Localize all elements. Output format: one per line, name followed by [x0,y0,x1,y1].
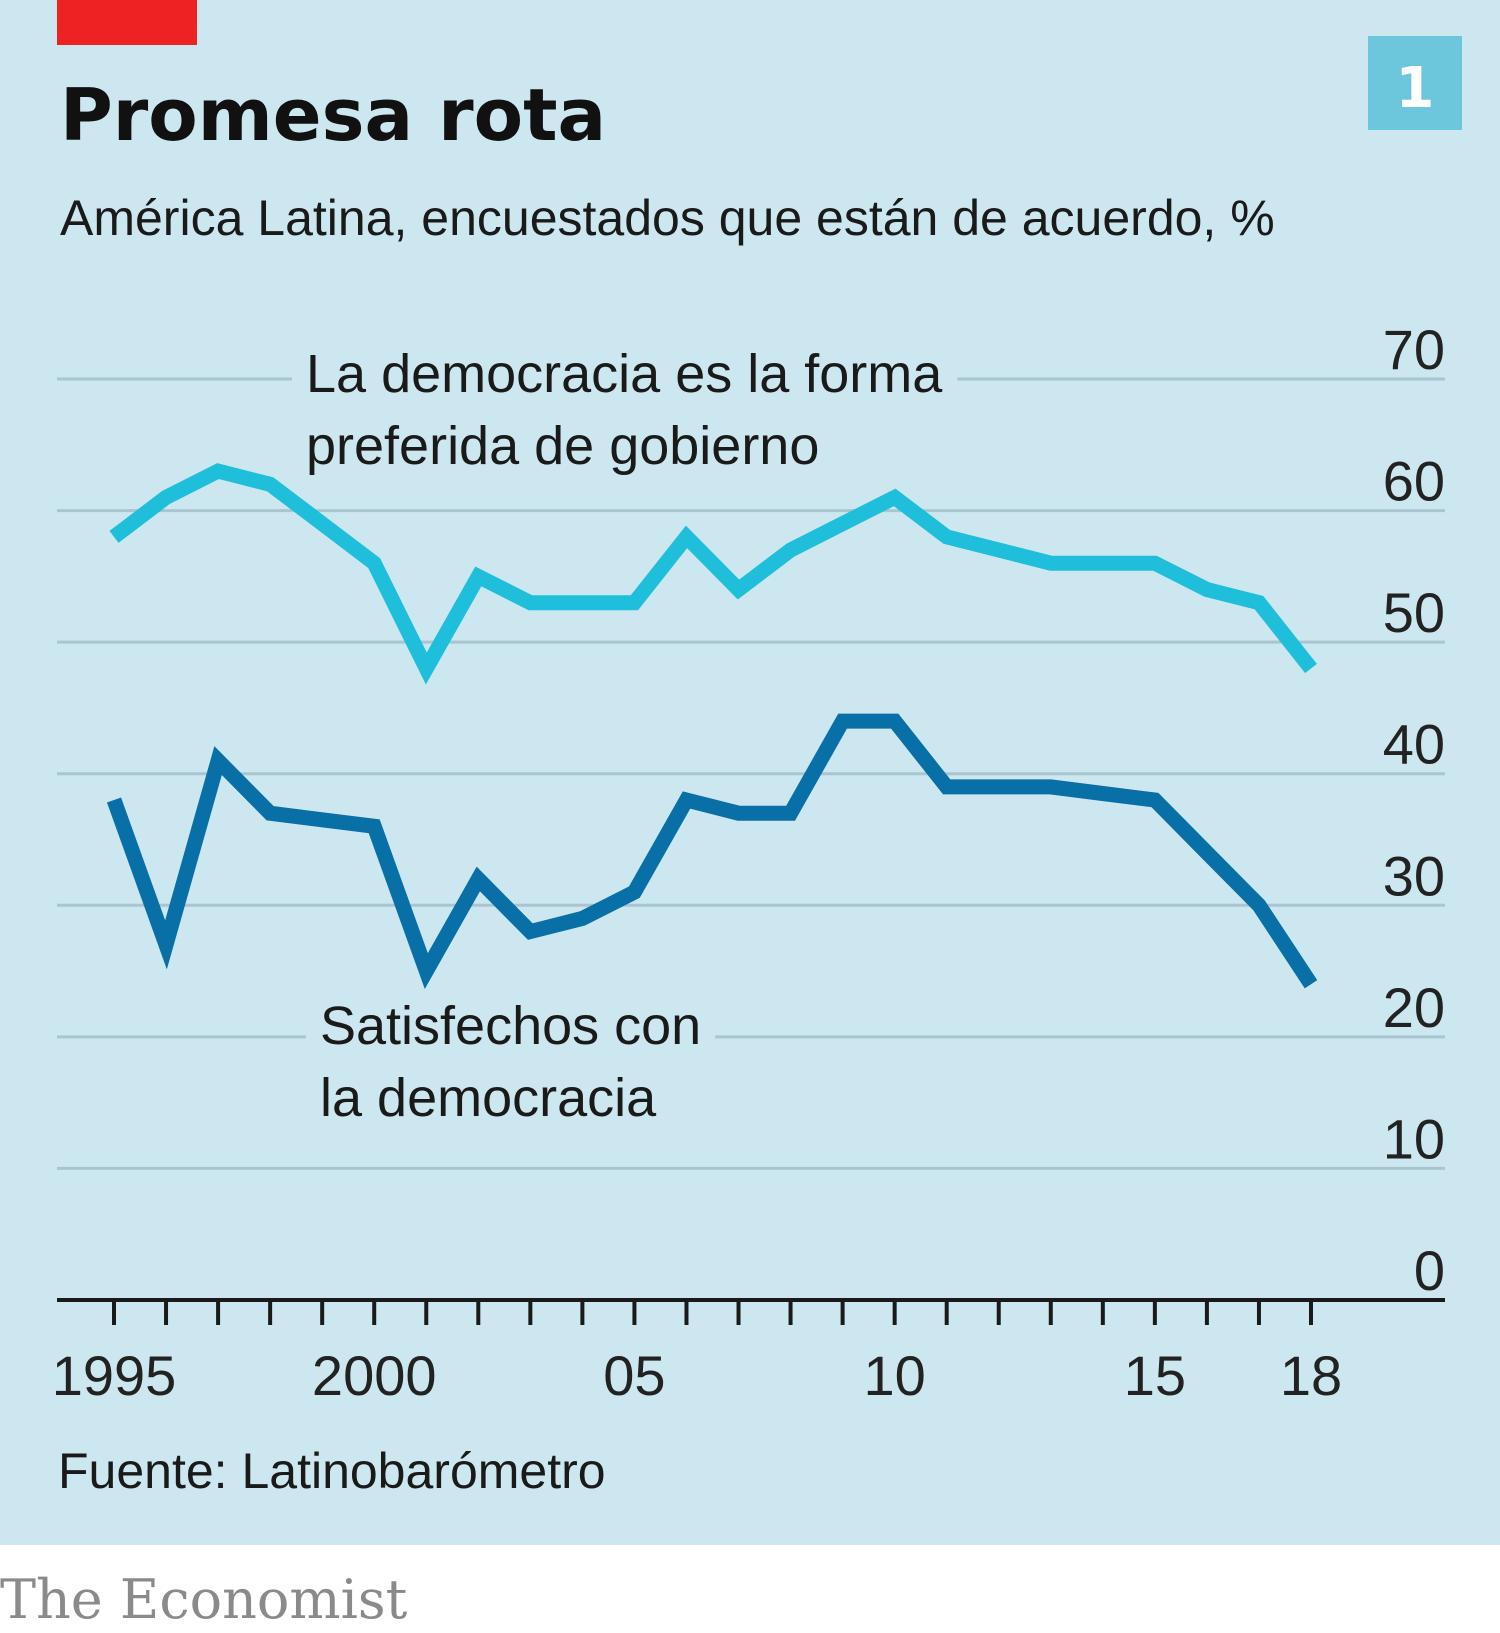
y-axis-labels: 0 10 20 30 40 50 60 70 [1383,318,1445,1302]
data-point-s1-2008 [790,549,792,551]
data-point-s2-1999 [321,819,323,821]
y-tick-label-10: 10 [1383,1107,1445,1170]
data-point-s2-2012 [998,786,1000,788]
data-point-s1-2001 [425,667,427,669]
data-point-s2-2002 [477,878,479,880]
data-point-s2-2003 [529,931,531,933]
data-point-s1-2010 [894,496,896,498]
data-point-s2-2018 [1310,983,1312,985]
chart-title: Promesa rota [60,73,606,157]
x-tick-label-18: 18 [1280,1344,1342,1407]
y-tick-label-50: 50 [1383,581,1445,644]
data-point-s1-2003 [529,602,531,604]
data-point-s2-2010 [894,720,896,722]
data-point-s1-2013 [1050,562,1052,564]
data-point-s2-2001 [425,970,427,972]
annotation-knockout [292,420,834,472]
accent-bar [57,0,197,45]
x-tick-label-05: 05 [603,1344,665,1407]
source-note: Fuente: Latinobarómetro [58,1443,606,1499]
series-annotation-2-line-1: Satisfechos con [320,996,701,1056]
data-point-s1-2011 [946,536,948,538]
series-annotations: La democracia es la forma preferida de go… [292,344,958,1128]
y-tick-label-60: 60 [1383,450,1445,513]
data-point-s2-2015 [1154,799,1156,801]
data-point-s2-2004 [581,917,583,919]
series-line-1 [109,463,1317,685]
data-point-s1-2015 [1154,562,1156,564]
y-tick-label-0: 0 [1414,1239,1445,1302]
data-point-s1-1997 [217,470,219,472]
data-point-s2-2017 [1258,904,1260,906]
data-point-s1-2016 [1206,589,1208,591]
series-annotation-1-line-1: La democracia es la forma [306,344,943,404]
chart-number-badge [1368,36,1462,130]
data-point-s1-2004 [581,602,583,604]
y-tick-label-40: 40 [1383,713,1445,776]
data-point-s2-2005 [633,891,635,893]
x-tick-label-2000: 2000 [312,1344,437,1407]
data-point-s1-2006 [685,536,687,538]
x-axis: 1995 2000 05 10 15 18 [52,1298,1445,1407]
data-point-s1-2009 [842,523,844,525]
data-point-s2-1997 [217,760,219,762]
x-tick-label-15: 15 [1124,1344,1186,1407]
data-point-s2-1995 [113,799,115,801]
y-tick-label-20: 20 [1383,976,1445,1039]
data-point-s2-2009 [842,720,844,722]
data-point-s1-1998 [269,483,271,485]
data-point-s2-2008 [790,812,792,814]
data-point-s2-1996 [165,944,167,946]
annotation-knockout [292,348,958,400]
series-annotation-1-line-2: preferida de gobierno [306,416,819,476]
data-point-s2-2016 [1206,852,1208,854]
data-point-s2-2013 [1050,786,1052,788]
data-series [106,463,1318,990]
chart-number-label: 1 [1396,56,1435,121]
y-tick-label-70: 70 [1383,318,1445,381]
x-tick-label-10: 10 [864,1344,926,1407]
data-point-s1-1996 [165,496,167,498]
data-point-s1-1999 [321,523,323,525]
data-point-s1-1995 [113,536,115,538]
data-point-s1-2005 [633,602,635,604]
publisher-brand: The Economist [0,1568,408,1631]
data-point-s1-2012 [998,549,1000,551]
data-point-s1-2002 [477,575,479,577]
data-point-s2-1998 [269,812,271,814]
data-point-s2-2014 [1102,792,1104,794]
data-point-s2-2006 [685,799,687,801]
data-point-s2-2011 [946,786,948,788]
y-tick-label-30: 30 [1383,844,1445,907]
series-annotation-2-line-2: la democracia [320,1068,657,1128]
x-tick-label-1995: 1995 [52,1344,177,1407]
data-point-s1-2018 [1310,667,1312,669]
data-point-s1-2007 [738,589,740,591]
chart-subtitle: América Latina, encuestados que están de… [60,190,1275,246]
data-point-s2-2000 [373,825,375,827]
annotation-knockout [306,1072,672,1124]
series-line-2 [106,713,1318,990]
data-point-s1-2017 [1258,602,1260,604]
annotation-knockout [306,1000,716,1052]
data-point-s1-2000 [373,562,375,564]
data-point-s1-2014 [1102,562,1104,564]
data-point-s2-2007 [738,812,740,814]
